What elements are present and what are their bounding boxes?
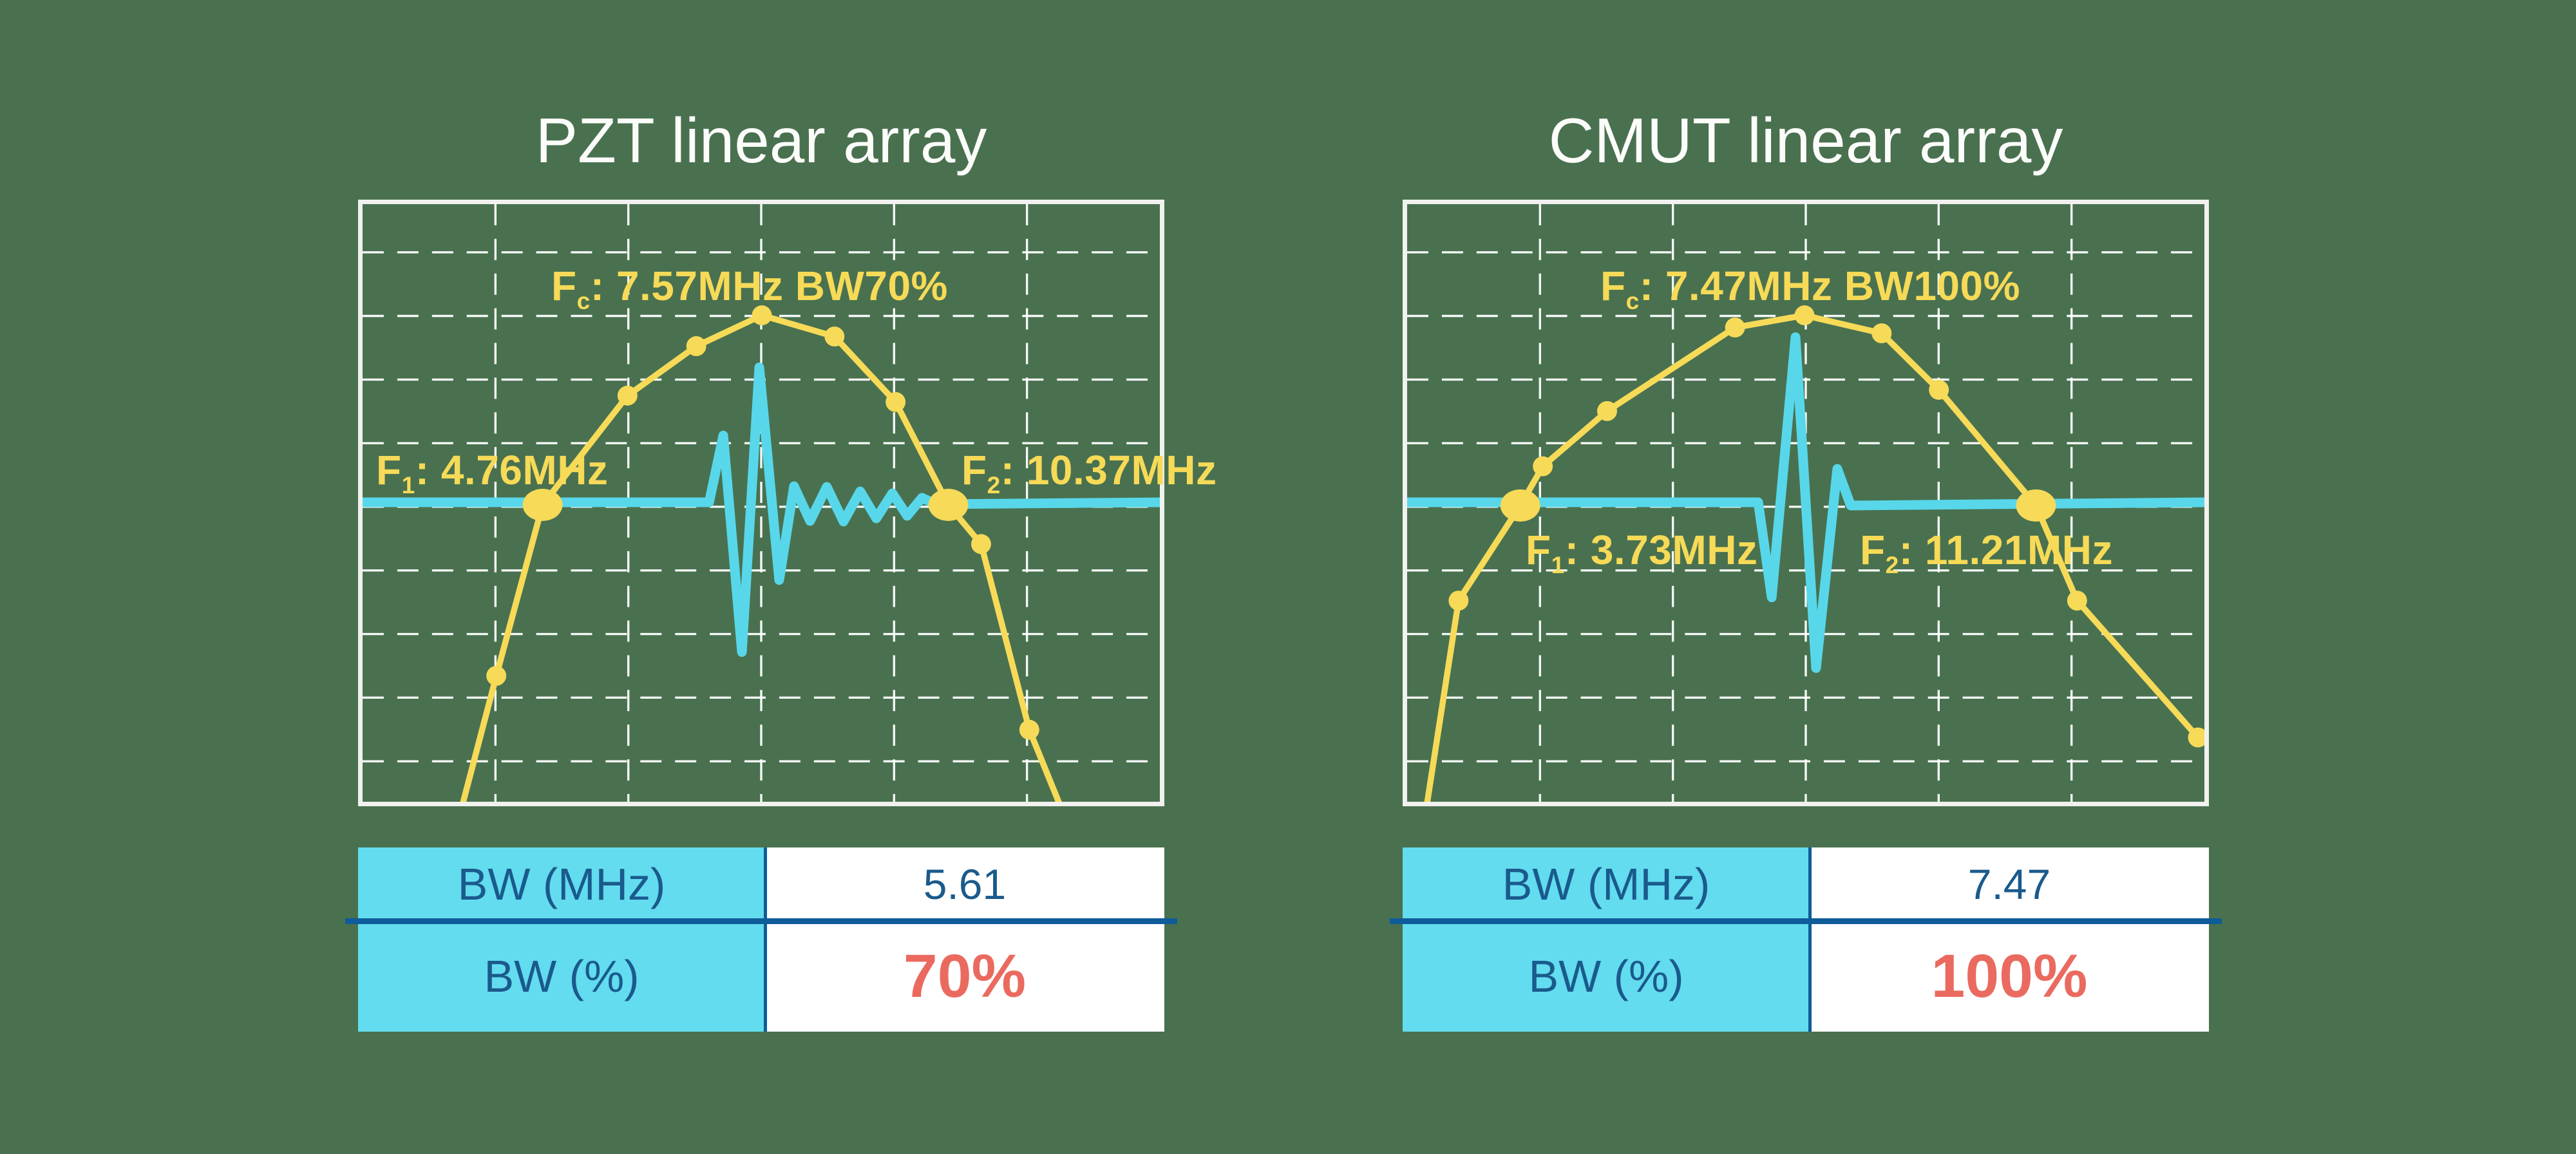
f1-label-rest: : 4.76MHz: [415, 447, 609, 493]
table-row-divider: [1390, 918, 2222, 924]
f1-label-base: F: [1526, 527, 1551, 573]
f2-label-base: F: [961, 447, 987, 493]
f1-annotation: F1: 3.73MHz: [1526, 525, 1757, 580]
f2-label-base: F: [1860, 527, 1886, 573]
bw-pct-value-cell: 70%: [765, 921, 1164, 1032]
f1-label-base: F: [376, 447, 402, 493]
curve-markers: [486, 305, 1039, 740]
fc-annotation: Fc: 7.57MHz BW70%: [551, 261, 948, 316]
chart-canvas: [1407, 204, 2204, 802]
fc-label-rest: : 7.47MHz BW100%: [1639, 263, 2021, 309]
fc-label-base: F: [1600, 263, 1626, 309]
table-row: BW (MHz) 5.61: [358, 847, 1164, 921]
bw-mhz-label-cell: BW (MHz): [358, 847, 765, 921]
table-row: BW (%) 100%: [1403, 921, 2209, 1032]
bw-mhz-value-cell: 7.47: [1810, 847, 2209, 921]
table-column-divider: [1808, 847, 1812, 1032]
chart-frame: Fc: 7.47MHz BW100% F1: 3.73MHz F2: 11.21…: [1403, 200, 2209, 806]
curve-markers: [1448, 305, 2204, 748]
fc-annotation: Fc: 7.47MHz BW100%: [1600, 261, 2020, 316]
f1-annotation: F1: 4.76MHz: [376, 446, 608, 500]
pulse-waveform: [1407, 332, 2204, 673]
f1-label-rest: : 3.73MHz: [1564, 527, 1758, 573]
response-curve: [460, 312, 1062, 802]
bw-mhz-label-cell: BW (MHz): [1403, 847, 1810, 921]
table-row: BW (%) 70%: [358, 921, 1164, 1032]
f1-label-sub: 1: [401, 471, 415, 499]
bw-pct-label-cell: BW (%): [1403, 921, 1810, 1032]
f2-annotation: F2: 10.37MHz: [961, 446, 1217, 500]
pulse-waveform: [363, 362, 1160, 657]
response-curve: [1424, 312, 2201, 802]
f2-label-rest: : 11.21MHz: [1899, 527, 2113, 573]
chart-canvas: [363, 204, 1160, 802]
bw-table: BW (MHz) 5.61 BW (%) 70%: [358, 847, 1164, 1032]
page-title: CMUT linear array: [1548, 105, 2063, 176]
fc-label-base: F: [551, 263, 577, 309]
fc-label-sub: c: [1625, 287, 1640, 315]
bw-mhz-value-cell: 5.61: [765, 847, 1164, 921]
bw-pct-value-cell: 100%: [1810, 921, 2209, 1032]
fc-label-sub: c: [576, 287, 591, 315]
f1-label-sub: 1: [1551, 551, 1565, 579]
f2-label-sub: 2: [1885, 551, 1899, 579]
table-column-divider: [764, 847, 767, 1032]
table-row: BW (MHz) 7.47: [1403, 847, 2209, 921]
f2-label-sub: 2: [987, 471, 1001, 499]
bw-table: BW (MHz) 7.47 BW (%) 100%: [1403, 847, 2209, 1032]
page-title: PZT linear array: [535, 105, 987, 176]
f2-label-rest: : 10.37MHz: [1000, 447, 1217, 493]
bw-pct-label-cell: BW (%): [358, 921, 765, 1032]
chart-frame: Fc: 7.57MHz BW70% F1: 4.76MHz F2: 10.37M…: [358, 200, 1217, 806]
table-row-divider: [345, 918, 1177, 924]
f2-annotation: F2: 11.21MHz: [1860, 525, 2113, 580]
fc-label-rest: : 7.57MHz BW70%: [590, 263, 948, 309]
